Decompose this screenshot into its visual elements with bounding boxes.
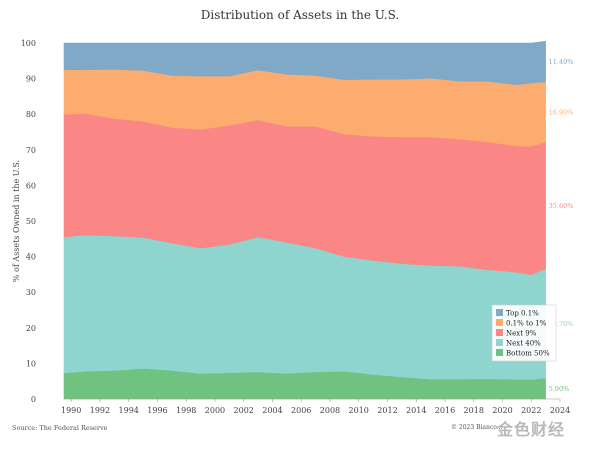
source-note: Source: The Federal Reserve bbox=[12, 424, 108, 432]
y-tick-label: 60 bbox=[26, 181, 36, 190]
x-tick-label: 2012 bbox=[377, 406, 397, 415]
end-value-label: 11.40% bbox=[549, 58, 574, 66]
chart-title: Distribution of Assets in the U.S. bbox=[200, 8, 400, 22]
legend-swatch bbox=[496, 349, 503, 356]
x-tick-label: 1990 bbox=[61, 406, 81, 415]
y-axis-label: % of Assets Owned in the U.S. bbox=[12, 160, 21, 282]
x-tick-label: 2008 bbox=[320, 406, 340, 415]
y-tick-label: 80 bbox=[26, 110, 36, 119]
x-tick-label: 2006 bbox=[291, 406, 311, 415]
legend-item: Bottom 50% bbox=[506, 350, 550, 358]
y-tick-label: 90 bbox=[26, 75, 36, 84]
x-tick-label: 2016 bbox=[435, 406, 455, 415]
area-top-0-1 bbox=[63, 40, 546, 86]
x-tick-label: 1998 bbox=[176, 406, 196, 415]
legend-swatch bbox=[496, 309, 503, 316]
x-tick-label: 2010 bbox=[349, 406, 369, 415]
x-tick-label: 2014 bbox=[406, 406, 426, 415]
x-tick-label: 1996 bbox=[147, 406, 167, 415]
end-value-label: 35.60% bbox=[549, 202, 574, 210]
legend-item: Next 9% bbox=[506, 330, 537, 338]
x-tick-label: 1992 bbox=[90, 406, 110, 415]
x-tick-label: 2004 bbox=[262, 406, 282, 415]
legend-item: 0.1% to 1% bbox=[506, 320, 547, 328]
end-value-label: 5.90% bbox=[549, 385, 570, 393]
legend-swatch bbox=[496, 339, 503, 346]
legend-swatch bbox=[496, 319, 503, 326]
y-tick-label: 100 bbox=[21, 39, 36, 48]
end-value-label: 30.70% bbox=[549, 320, 574, 328]
x-tick-label: 2020 bbox=[492, 406, 512, 415]
y-tick-label: 30 bbox=[26, 288, 36, 297]
watermark: 金色财经 bbox=[497, 420, 566, 439]
legend-item: Next 40% bbox=[506, 340, 541, 348]
x-tick-label: 2000 bbox=[205, 406, 225, 415]
x-tick-label: 2022 bbox=[521, 406, 541, 415]
legend-item: Top 0.1% bbox=[506, 310, 539, 318]
y-tick-label: 70 bbox=[26, 146, 36, 155]
y-tick-label: 50 bbox=[26, 217, 36, 226]
x-tick-label: 2018 bbox=[464, 406, 484, 415]
legend-swatch bbox=[496, 329, 503, 336]
copyright-note: © 2023 Bianco... bbox=[451, 424, 503, 431]
x-tick-label: 2024 bbox=[550, 406, 570, 415]
x-tick-label: 2002 bbox=[234, 406, 254, 415]
y-tick-label: 40 bbox=[26, 253, 36, 262]
end-value-label: 16.90% bbox=[549, 108, 574, 116]
x-tick-label: 1994 bbox=[119, 406, 139, 415]
y-tick-label: 20 bbox=[26, 324, 36, 333]
y-tick-label: 0 bbox=[31, 395, 36, 404]
y-tick-label: 10 bbox=[26, 359, 36, 368]
